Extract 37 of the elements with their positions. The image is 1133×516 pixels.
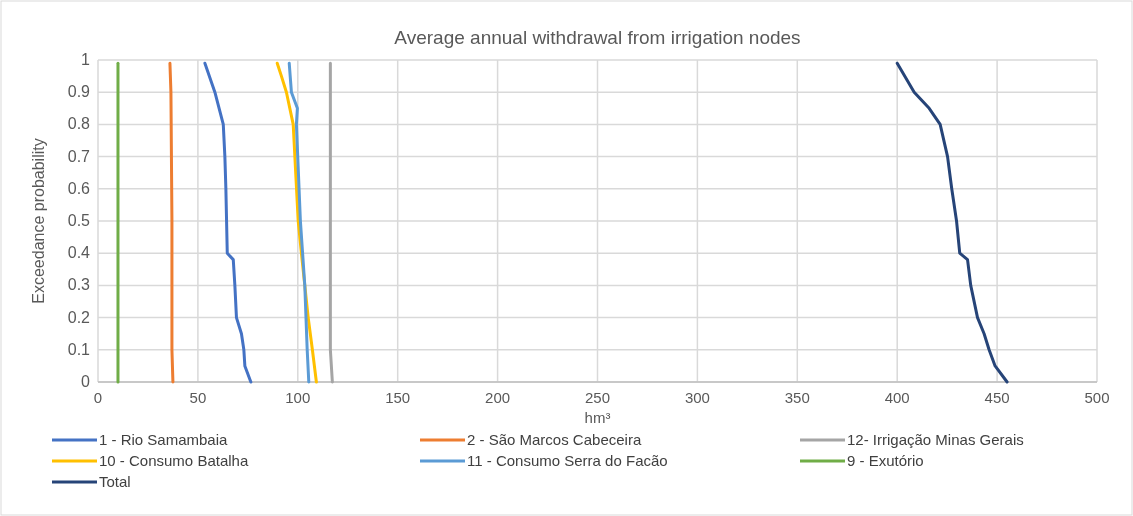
legend-label: 11 - Consumo Serra do Facão — [467, 452, 668, 469]
y-tick-label: 0.3 — [67, 276, 91, 294]
x-tick-label: 500 — [1084, 389, 1110, 406]
x-tick-label: 50 — [189, 389, 207, 406]
y-axis-title: Exceedance probability — [30, 138, 47, 304]
y-tick-label: 0.6 — [67, 179, 91, 197]
legend-label: Total — [99, 473, 131, 490]
x-tick-label: 150 — [385, 389, 411, 406]
x-tick-label: 400 — [884, 389, 910, 406]
legend-label: 2 - São Marcos Cabeceira — [467, 431, 642, 448]
legend-label: 10 - Consumo Batalha — [99, 452, 249, 469]
x-tick-label: 300 — [684, 389, 710, 406]
line-series — [895, 61, 1009, 384]
y-tick-label: 0.5 — [67, 212, 91, 229]
y-tick-label: 0 — [81, 373, 91, 390]
y-tick-label: 0.9 — [67, 83, 91, 101]
chart-title: Average annual withdrawal from irrigation nodes — [394, 27, 801, 48]
y-tick-label: 0.4 — [67, 244, 91, 262]
x-tick-label: 250 — [584, 389, 611, 406]
legend-label: 1 - Rio Samambaia — [99, 431, 229, 448]
x-tick-label: 200 — [485, 389, 511, 406]
y-tick-label: 0.7 — [67, 147, 91, 165]
legend-label: 9 - Exutório — [847, 452, 924, 469]
legend-label: 12- Irrigação Minas Gerais — [847, 431, 1024, 448]
y-tick-label: 1 — [81, 51, 91, 68]
y-tick-label: 0.2 — [67, 308, 91, 326]
line-series — [287, 61, 311, 384]
line-series — [328, 61, 334, 384]
line-series — [168, 61, 175, 384]
line-series — [203, 61, 253, 384]
y-tick-label: 0.8 — [67, 115, 91, 133]
x-tick-label: 0 — [93, 389, 103, 406]
y-tick-label: 0.1 — [67, 340, 91, 358]
x-axis-title: hm³ — [584, 409, 611, 426]
x-tick-label: 450 — [984, 389, 1010, 406]
x-tick-label: 100 — [285, 389, 311, 406]
x-tick-label: 350 — [784, 389, 810, 406]
